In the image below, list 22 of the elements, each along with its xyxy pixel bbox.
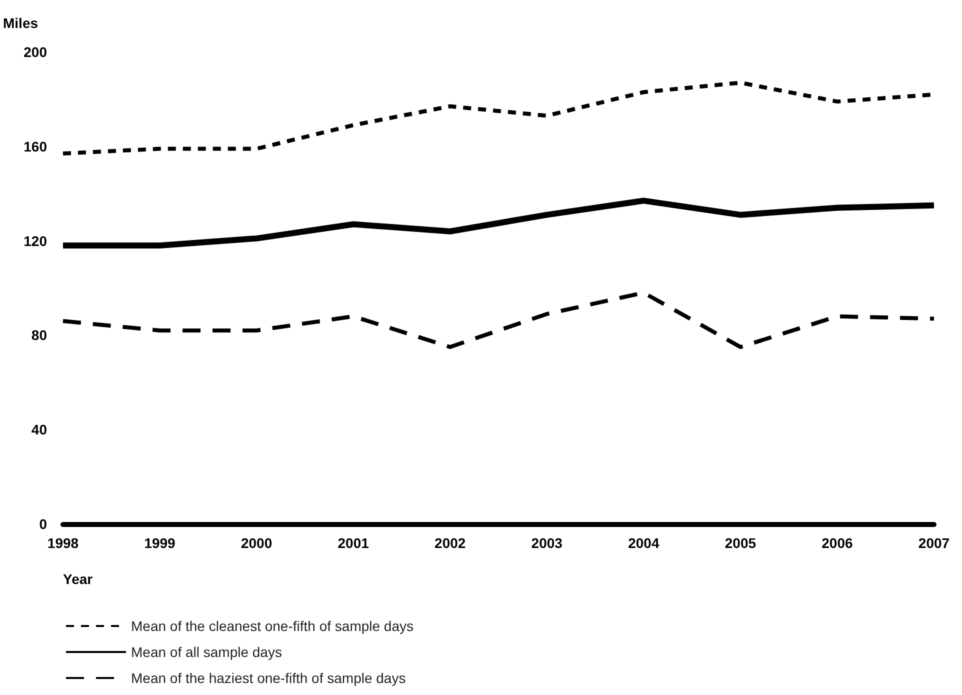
y-tick-label: 160 <box>24 138 48 154</box>
y-tick-label: 0 <box>39 516 48 532</box>
y-tick-label: 80 <box>31 327 48 344</box>
x-tick-label: 2004 <box>628 535 660 551</box>
x-tick-label: 2006 <box>822 535 854 551</box>
x-tick-label: 1998 <box>47 535 79 551</box>
legend-label: Mean of the cleanest one-fifth of sample days <box>131 618 414 634</box>
legend-label: Mean of all sample days <box>131 644 282 660</box>
x-tick-label: 2001 <box>338 535 370 551</box>
y-axis-title: Miles <box>3 15 38 31</box>
x-tick-label: 1999 <box>144 535 176 551</box>
x-tick-label: 2003 <box>531 535 563 551</box>
legend-label: Mean of the haziest one-fifth of sample days <box>131 670 406 686</box>
x-tick-label: 2000 <box>240 535 272 551</box>
y-tick-label: 120 <box>24 232 48 249</box>
x-tick-label: 2005 <box>724 535 756 551</box>
y-tick-label: 200 <box>24 44 48 60</box>
x-axis-title: Year <box>63 571 94 587</box>
line-series <box>61 290 936 349</box>
x-tick-label: 2007 <box>918 535 950 551</box>
y-tick-label: 40 <box>31 422 48 438</box>
x-tick-label: 2002 <box>434 535 466 551</box>
